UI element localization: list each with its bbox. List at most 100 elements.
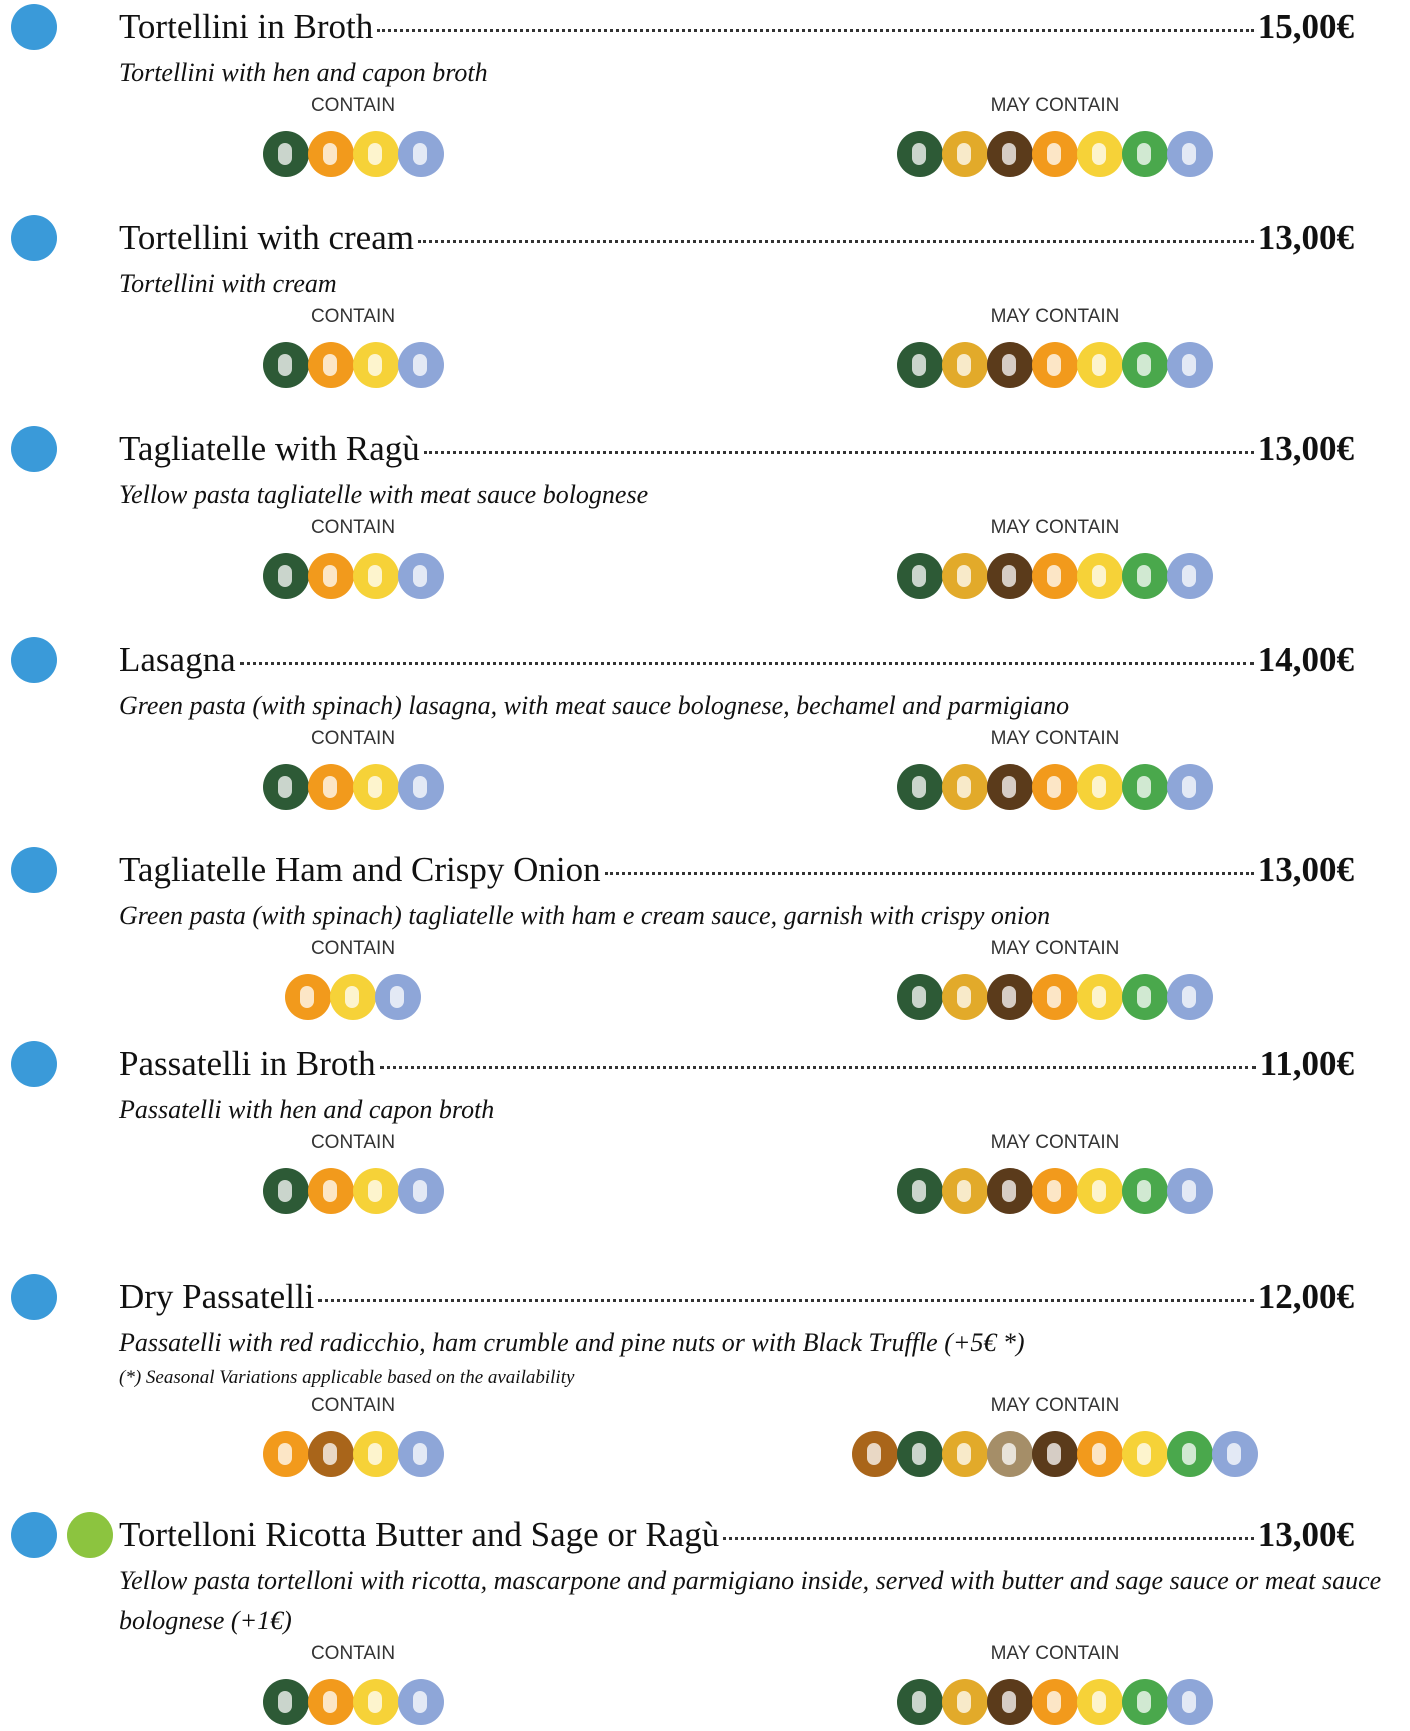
- allergen-icon: [1212, 1431, 1258, 1477]
- dish-price: 12,00€: [1257, 1277, 1354, 1316]
- menu-item: Lasagna 14,00€ Green pasta (with spinach) …: [119, 640, 1404, 814]
- allergen-labels: CONTAIN MAY CONTAIN: [119, 1641, 1404, 1669]
- allergen-icon: [397, 342, 444, 388]
- contain-label: CONTAIN: [310, 95, 396, 116]
- allergen-badge: [11, 1041, 57, 1087]
- allergen-icon: [262, 342, 309, 388]
- dot-leader: [423, 451, 1254, 454]
- allergen-icon: [262, 764, 309, 810]
- allergen-badge: [11, 637, 57, 683]
- allergen-icon: [1167, 131, 1213, 177]
- allergen-icon: [1032, 764, 1078, 810]
- allergen-icon: [375, 974, 421, 1020]
- allergen-icon: [1032, 1679, 1078, 1725]
- allergen-icon: [987, 764, 1033, 810]
- allergen-icon: [1122, 342, 1168, 388]
- allergen-icon: [987, 342, 1033, 388]
- allergen-icon: [897, 974, 943, 1020]
- dish-price: 14,00€: [1257, 640, 1354, 679]
- dish-note: (*) Seasonal Variations applicable based…: [119, 1367, 575, 1388]
- dish-name: Tortellini in Broth: [119, 7, 374, 46]
- allergen-icon: [397, 1168, 444, 1214]
- may-contain-label: MAY CONTAIN: [990, 1643, 1120, 1664]
- allergen-icon: [987, 1168, 1033, 1214]
- allergen-icon: [1077, 342, 1123, 388]
- allergen-icon: [987, 1679, 1033, 1725]
- allergen-icon: [397, 1431, 444, 1477]
- allergen-icon: [852, 1431, 898, 1477]
- title-row: Tagliatelle Ham and Crispy Onion 13,00€: [119, 850, 1404, 890]
- dish-price: 15,00€: [1257, 7, 1354, 46]
- allergen-icon: [1032, 974, 1078, 1020]
- allergen-icon: [1032, 553, 1078, 599]
- allergen-icon: [285, 974, 331, 1020]
- allergen-icon: [942, 764, 988, 810]
- dish-description: Yellow pasta tortelloni with ricotta, ma…: [119, 1566, 1382, 1635]
- menu-item: Tortellini with cream 13,00€ Tortellini wi…: [119, 218, 1404, 392]
- dish-description: Tortellini with hen and capon broth: [119, 58, 488, 87]
- allergen-icon: [307, 553, 354, 599]
- allergen-labels: CONTAIN MAY CONTAIN: [119, 1393, 1404, 1421]
- allergen-icon: [1032, 131, 1078, 177]
- allergen-badge: [11, 1274, 57, 1320]
- allergen-icon: [352, 553, 399, 599]
- may-contain-label: MAY CONTAIN: [990, 938, 1120, 959]
- allergen-icon: [942, 1679, 988, 1725]
- allergen-icon: [1077, 553, 1123, 599]
- allergen-labels: CONTAIN MAY CONTAIN: [119, 304, 1404, 332]
- menu-item: Dry Passatelli 12,00€ Passatelli with red …: [119, 1277, 1404, 1481]
- allergen-icon: [1167, 342, 1213, 388]
- dot-leader: [318, 1299, 1254, 1302]
- allergen-icon: [1032, 342, 1078, 388]
- allergen-icon: [1122, 1168, 1168, 1214]
- allergen-badge: [11, 847, 57, 893]
- allergen-icon: [1167, 553, 1213, 599]
- allergen-icon: [352, 1431, 399, 1477]
- allergen-icon: [352, 1168, 399, 1214]
- allergen-icon: [307, 1168, 354, 1214]
- allergen-icons: [119, 970, 1404, 1024]
- allergen-icon: [262, 1679, 309, 1725]
- allergen-icon: [262, 1168, 309, 1214]
- dot-leader: [604, 872, 1254, 875]
- menu-item: Tortellini in Broth 15,00€ Tortellini with…: [119, 7, 1404, 181]
- allergen-icon: [897, 342, 943, 388]
- allergen-icon: [262, 1431, 309, 1477]
- dish-description: Passatelli with hen and capon broth: [119, 1095, 495, 1124]
- allergen-icon: [897, 1168, 943, 1214]
- menu-item: Tagliatelle Ham and Crispy Onion 13,00€ Gr…: [119, 850, 1404, 1024]
- dish-name: Tagliatelle Ham and Crispy Onion: [119, 850, 601, 889]
- allergen-icon: [1122, 974, 1168, 1020]
- allergen-icon: [1032, 1431, 1078, 1477]
- title-row: Lasagna 14,00€: [119, 640, 1404, 680]
- allergen-icon: [307, 342, 354, 388]
- allergen-icon: [1077, 974, 1123, 1020]
- may-contain-label: MAY CONTAIN: [990, 728, 1120, 749]
- allergen-icon: [1122, 1679, 1168, 1725]
- dish-description: Green pasta (with spinach) tagliatelle w…: [119, 901, 1051, 930]
- dish-price: 13,00€: [1257, 218, 1354, 257]
- title-row: Tortelloni Ricotta Butter and Sage or Ra…: [119, 1515, 1404, 1555]
- menu-item: Passatelli in Broth 11,00€ Passatelli with…: [119, 1044, 1404, 1218]
- allergen-icon: [1122, 131, 1168, 177]
- allergen-icon: [397, 131, 444, 177]
- contain-label: CONTAIN: [310, 306, 396, 327]
- dish-name: Dry Passatelli: [119, 1277, 315, 1316]
- contain-label: CONTAIN: [310, 1395, 396, 1416]
- title-row: Tortellini with cream 13,00€: [119, 218, 1404, 258]
- allergen-icon: [397, 1679, 444, 1725]
- dish-description: Tortellini with cream: [119, 269, 337, 298]
- allergen-icon: [897, 1679, 943, 1725]
- may-contain-label: MAY CONTAIN: [990, 1395, 1120, 1416]
- may-contain-label: MAY CONTAIN: [990, 1132, 1120, 1153]
- allergen-icon: [897, 131, 943, 177]
- allergen-icon: [307, 1431, 354, 1477]
- title-row: Tagliatelle with Ragù 13,00€: [119, 429, 1404, 469]
- allergen-icons: [119, 549, 1404, 603]
- may-contain-label: MAY CONTAIN: [990, 95, 1120, 116]
- allergen-icon: [1077, 1168, 1123, 1214]
- menu-item: Tagliatelle with Ragù 13,00€ Yellow pasta …: [119, 429, 1404, 603]
- allergen-icon: [897, 553, 943, 599]
- allergen-icon: [352, 342, 399, 388]
- allergen-icon: [1167, 764, 1213, 810]
